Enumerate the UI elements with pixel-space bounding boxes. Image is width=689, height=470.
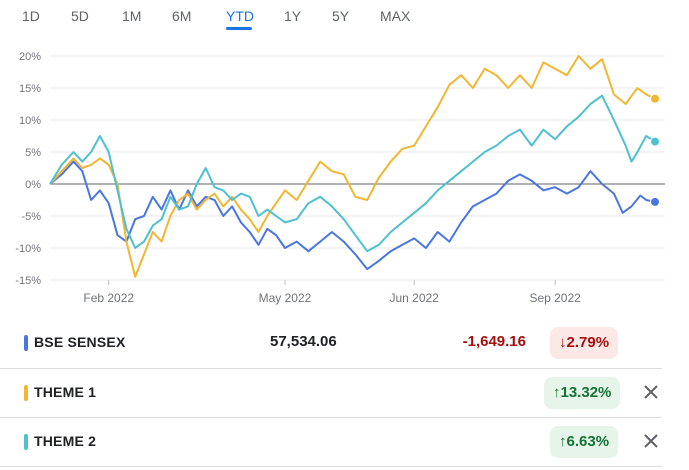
series-lines bbox=[49, 55, 656, 278]
row-divider bbox=[0, 466, 662, 467]
tab-max[interactable]: MAX bbox=[380, 8, 411, 24]
row-name: BSE SENSEX bbox=[34, 334, 126, 350]
tab-5y[interactable]: 5Y bbox=[332, 8, 350, 24]
row-name: THEME 2 bbox=[34, 433, 97, 449]
y-axis-tick-labels: 20% 15% 10% 5% 0% -5% -10% -15% bbox=[15, 51, 41, 287]
series-color-swatch bbox=[24, 434, 28, 450]
comparison-line-chart[interactable]: 20% 15% 10% 5% 0% -5% -10% -15% Feb 2022 May 202… bbox=[0, 36, 689, 318]
series-line-theme-1 bbox=[49, 55, 656, 278]
x-axis-tick-labels: Feb 2022 May 2022 Jun 2022 Sep 2022 bbox=[83, 280, 581, 305]
row-divider bbox=[0, 368, 662, 369]
row-theme-1[interactable]: THEME 1 ↑13.32% bbox=[0, 368, 662, 418]
change-value: -1,649.16 bbox=[462, 333, 526, 350]
close-icon[interactable] bbox=[642, 383, 660, 401]
tab-1d[interactable]: 1D bbox=[22, 8, 40, 24]
percent-change-badge: ↑13.32% bbox=[544, 377, 621, 409]
price-value: 57,534.06 bbox=[270, 333, 337, 350]
row-name: THEME 1 bbox=[34, 384, 97, 400]
y-tick-label: 15% bbox=[19, 83, 41, 95]
percent-change-badge: ↓2.79% bbox=[550, 327, 619, 359]
series-color-swatch bbox=[24, 385, 28, 401]
series-end-markers bbox=[650, 93, 660, 207]
series-end-marker bbox=[650, 93, 660, 104]
active-tab-indicator bbox=[226, 27, 252, 30]
series-line-bse-sensex bbox=[49, 160, 656, 271]
row-bse-sensex[interactable]: BSE SENSEX 57,534.06 -1,649.16 ↓2.79% bbox=[0, 318, 662, 368]
x-tick-label: May 2022 bbox=[259, 291, 312, 305]
y-tick-label: -5% bbox=[21, 211, 41, 223]
series-end-marker bbox=[650, 136, 660, 147]
tab-1y[interactable]: 1Y bbox=[284, 8, 302, 24]
y-tick-label: 5% bbox=[25, 147, 41, 159]
close-icon[interactable] bbox=[642, 432, 660, 450]
x-tick-label: Feb 2022 bbox=[83, 291, 134, 305]
y-tick-label: -10% bbox=[15, 243, 41, 255]
tab-5d[interactable]: 5D bbox=[71, 8, 89, 24]
grid-lines bbox=[50, 55, 665, 281]
x-tick-label: Jun 2022 bbox=[389, 291, 439, 305]
row-theme-2[interactable]: THEME 2 ↑6.63% bbox=[0, 417, 662, 467]
tab-1m[interactable]: 1M bbox=[122, 8, 142, 24]
y-tick-label: 0% bbox=[25, 179, 41, 191]
time-range-tabs: 1D 5D 1M 6M YTD 1Y 5Y MAX bbox=[0, 0, 689, 36]
y-tick-label: 20% bbox=[19, 51, 41, 63]
series-end-marker bbox=[650, 196, 660, 207]
tab-ytd[interactable]: YTD bbox=[226, 8, 254, 24]
series-line-theme-2 bbox=[49, 94, 656, 253]
y-tick-label: 10% bbox=[19, 115, 41, 127]
tab-6m[interactable]: 6M bbox=[172, 8, 192, 24]
x-tick-label: Sep 2022 bbox=[529, 291, 581, 305]
series-color-swatch bbox=[24, 335, 28, 351]
row-divider bbox=[0, 417, 662, 418]
y-tick-label: -15% bbox=[15, 275, 41, 287]
percent-change-badge: ↑6.63% bbox=[550, 426, 619, 458]
